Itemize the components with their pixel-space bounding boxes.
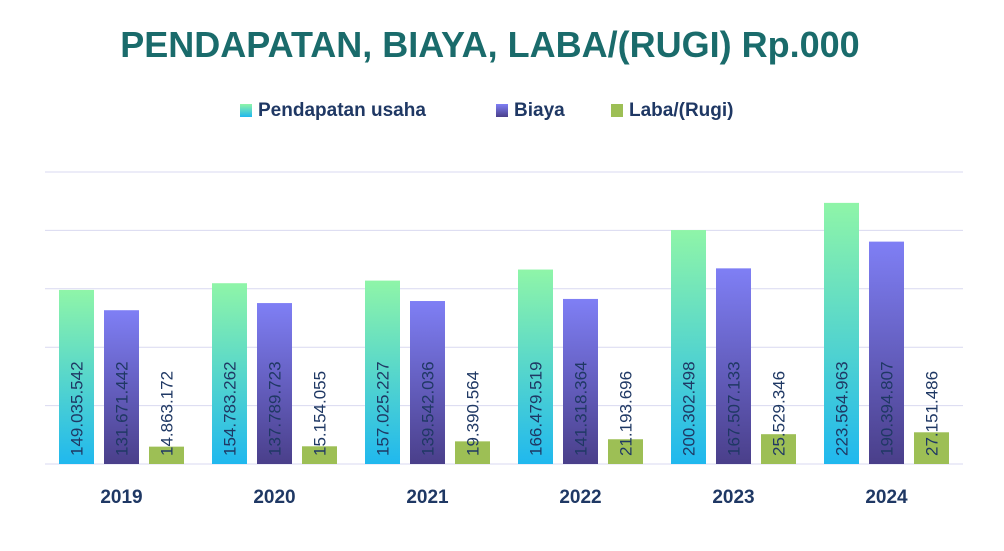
x-tick-2024: 2024 [865,487,908,508]
bar-2019-2 [149,446,184,464]
bar-label-2021-2: 19.390.564 [464,371,483,456]
bar-label-2022-0: 166.479.519 [527,361,546,456]
legend-label-0: Pendapatan usaha [258,100,426,121]
bar-2020-1 [257,303,292,464]
bar-2021-1 [410,301,445,464]
x-axis-ticks: 2019 2020 2021 2022 2023 2024 [100,487,908,508]
bar-label-2022-2: 21.193.696 [617,371,636,456]
bar-2021-2 [455,441,490,464]
x-tick-2021: 2021 [406,487,449,508]
bar-label-2024-2: 27.151.486 [923,371,942,456]
legend-label-1: Biaya [514,100,565,121]
bar-label-2019-2: 14.863.172 [158,371,177,456]
bar-2022-2 [608,439,643,464]
bar-label-2023-1: 167.507.133 [725,361,744,456]
chart-title: PENDAPATAN, BIAYA, LABA/(RUGI) Rp.000 [120,24,859,65]
legend-swatch-1 [496,104,508,117]
bar-label-2024-1: 190.394.807 [878,361,897,456]
bar-label-2021-1: 139.542.036 [419,361,438,456]
bar-label-2023-2: 25.529.346 [770,371,789,456]
bar-label-2019-0: 149.035.542 [68,361,87,456]
bar-label-2021-0: 157.025.227 [374,361,393,456]
legend: Pendapatan usaha Biaya Laba/(Rugi) [240,100,734,121]
bar-label-2022-1: 141.318.364 [572,361,591,456]
bar-label-2020-1: 137.789.723 [266,361,285,456]
x-tick-2020: 2020 [253,487,295,508]
bar-2024-1 [869,241,904,464]
bar-2024-2 [914,432,949,464]
bar-2021-0 [365,280,400,464]
gridlines [45,171,963,465]
bar-2019-1 [104,310,139,464]
bar-2020-0 [212,283,247,464]
bar-2020-2 [302,446,337,464]
bars-group [59,202,949,464]
bar-2024-0 [824,202,859,464]
bar-2022-1 [563,298,598,464]
bar-2023-0 [671,230,706,464]
bar-label-2024-0: 223.564.963 [833,361,852,456]
legend-swatch-2 [611,104,623,117]
legend-label-2: Laba/(Rugi) [629,100,734,121]
bar-2022-0 [518,269,553,464]
bar-label-2023-0: 200.302.498 [680,361,699,456]
bar-label-2020-0: 154.783.262 [221,361,240,456]
bar-2023-2 [761,434,796,464]
x-tick-2022: 2022 [559,487,601,508]
bar-labels-group: 149.035.542 131.671.442 14.863.172 154.783.… [68,361,942,456]
legend-swatch-0 [240,104,252,117]
bar-2023-1 [716,268,751,464]
bar-2019-0 [59,289,94,464]
bar-label-2019-1: 131.671.442 [113,361,132,456]
x-tick-2019: 2019 [100,487,142,508]
x-tick-2023: 2023 [712,487,754,508]
bar-label-2020-2: 15.154.055 [311,371,330,456]
